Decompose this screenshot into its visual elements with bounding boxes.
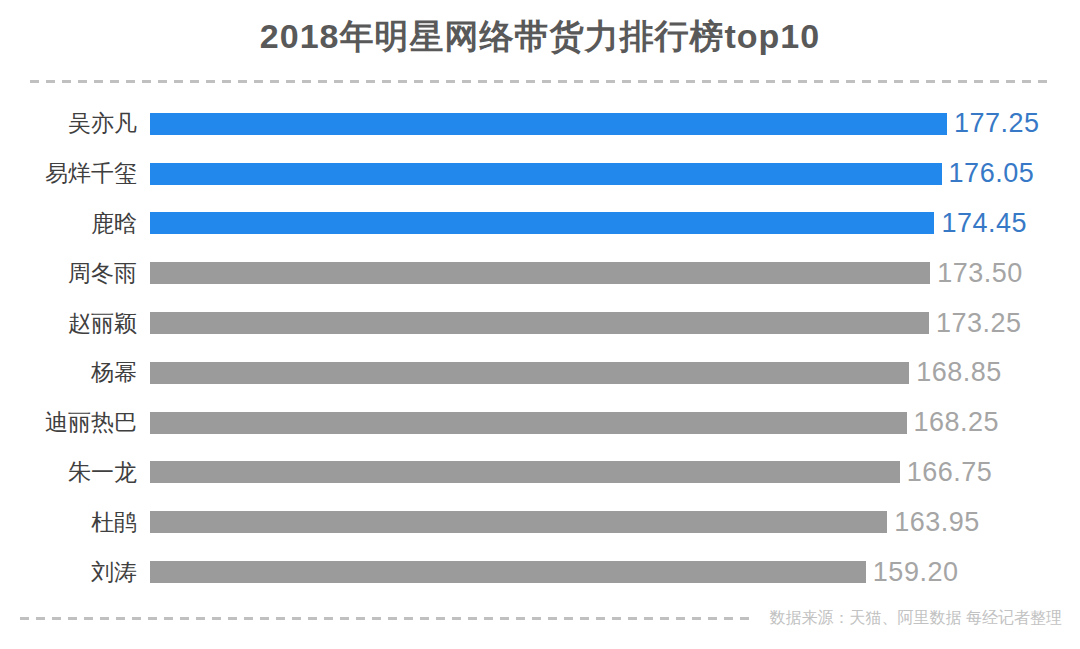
bar-row: 朱一龙166.75 — [0, 448, 1080, 498]
category-label: 鹿晗 — [0, 208, 137, 239]
bar — [150, 362, 909, 384]
bar — [150, 412, 907, 434]
bottom-divider-dashed-line — [20, 617, 756, 620]
value-label: 173.50 — [937, 258, 1023, 289]
bar — [150, 461, 900, 483]
bar-track — [150, 212, 947, 234]
category-label: 刘涛 — [0, 557, 137, 588]
value-label: 173.25 — [936, 308, 1022, 339]
chart-canvas: 2018年明星网络带货力排行榜top10 吴亦凡 177.25 易烊千玺 176.05… — [0, 0, 1080, 649]
value-label: 174.45 — [941, 208, 1027, 239]
value-label: 177.25 — [954, 108, 1040, 139]
bar-track — [150, 511, 947, 533]
category-label: 朱一龙 — [0, 457, 137, 488]
bar-row: 迪丽热巴168.25 — [0, 398, 1080, 448]
bar — [150, 511, 887, 533]
bar-row: 赵丽颖 173.25 — [0, 298, 1080, 348]
bar — [150, 212, 934, 234]
bar-track — [150, 312, 947, 334]
bar-track — [150, 262, 947, 284]
category-label: 迪丽热巴 — [0, 407, 137, 438]
category-label: 杨幂 — [0, 357, 137, 388]
bar-row: 刘涛159.20 — [0, 547, 1080, 597]
bar-row: 吴亦凡 177.25 — [0, 99, 1080, 149]
bar-track — [150, 561, 947, 583]
bar — [150, 312, 929, 334]
bar — [150, 561, 866, 583]
category-label: 吴亦凡 — [0, 108, 137, 139]
bar-track — [150, 461, 947, 483]
chart-title: 2018年明星网络带货力排行榜top10 — [0, 14, 1080, 60]
top-divider-dashed-line — [30, 80, 1052, 83]
category-label: 杜鹃 — [0, 507, 137, 538]
bar-row: 周冬雨 173.50 — [0, 248, 1080, 298]
category-label: 赵丽颖 — [0, 308, 137, 339]
bar-row: 杜鹃163.95 — [0, 497, 1080, 547]
value-label: 176.05 — [949, 158, 1035, 189]
bar-row: 鹿晗 174.45 — [0, 199, 1080, 249]
bar — [150, 262, 930, 284]
bar-rows: 吴亦凡 177.25 易烊千玺 176.05 鹿晗 174.45 周冬雨 173.50 赵丽颖 1… — [0, 99, 1080, 597]
bar-track — [150, 113, 947, 135]
footer: 数据来源：天猫、阿里数据 每经记者整理 — [20, 606, 1062, 630]
bar-track — [150, 163, 947, 185]
category-label: 易烊千玺 — [0, 158, 137, 189]
bar-track — [150, 362, 947, 384]
category-label: 周冬雨 — [0, 258, 137, 289]
bar-row: 杨幂168.85 — [0, 348, 1080, 398]
bar — [150, 113, 947, 135]
data-source-note: 数据来源：天猫、阿里数据 每经记者整理 — [770, 608, 1062, 629]
bar — [150, 163, 942, 185]
bar-track — [150, 412, 947, 434]
bar-row: 易烊千玺 176.05 — [0, 149, 1080, 199]
